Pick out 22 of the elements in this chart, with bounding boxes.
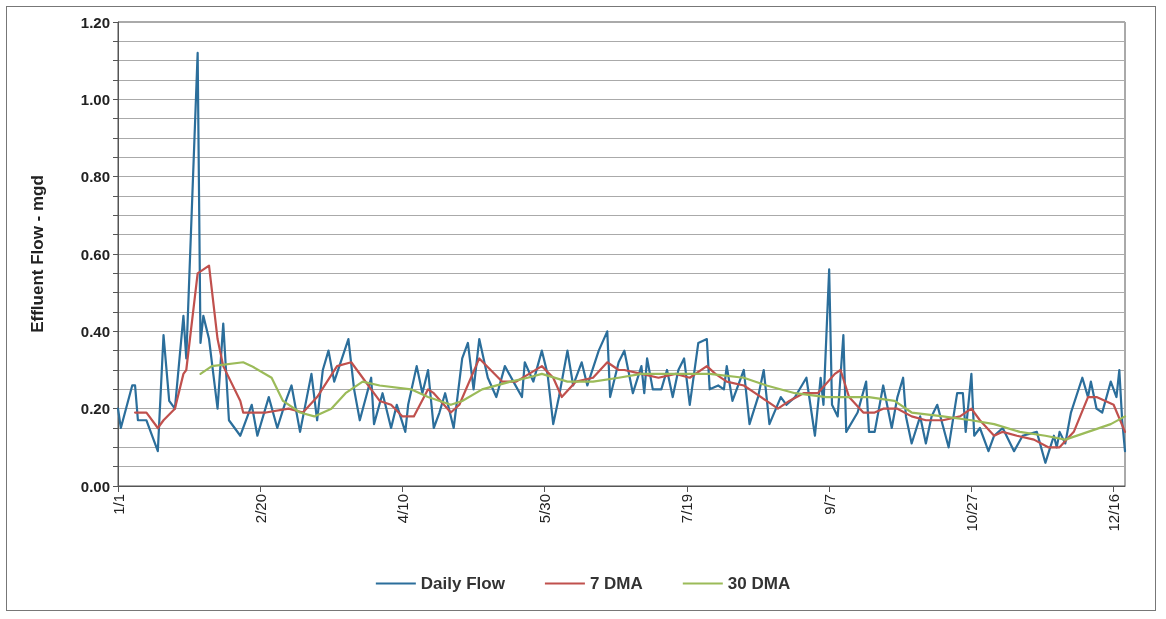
legend-label: 30 DMA — [727, 574, 791, 593]
y-tick-label: 0.60 — [80, 245, 110, 263]
y-tick-label: 0.40 — [80, 322, 110, 340]
y-tick-label: 0.00 — [80, 477, 110, 495]
x-tick-label: 9/7 — [820, 494, 838, 515]
x-tick-label: 7/19 — [678, 494, 696, 524]
x-tick-label: 4/10 — [393, 494, 411, 524]
legend-label: 7 DMA — [589, 574, 643, 593]
line-series — [116, 51, 1127, 464]
y-tick-label: 1.00 — [80, 90, 110, 108]
x-tick-label: 1/1 — [109, 494, 127, 515]
line-series — [133, 264, 1127, 449]
legend-label: Daily Flow — [420, 574, 506, 593]
y-axis-title: Effluent Flow - mgd — [28, 175, 47, 333]
line-series — [199, 361, 1127, 441]
x-tick-label: 2/20 — [251, 494, 269, 524]
x-tick-label: 10/27 — [962, 494, 980, 532]
y-tick-label: 0.80 — [80, 168, 110, 186]
y-tick-label: 1.20 — [80, 13, 110, 31]
y-tick-label: 0.20 — [80, 400, 110, 418]
x-tick-label: 5/30 — [536, 494, 554, 524]
x-tick-label: 12/16 — [1105, 494, 1123, 532]
